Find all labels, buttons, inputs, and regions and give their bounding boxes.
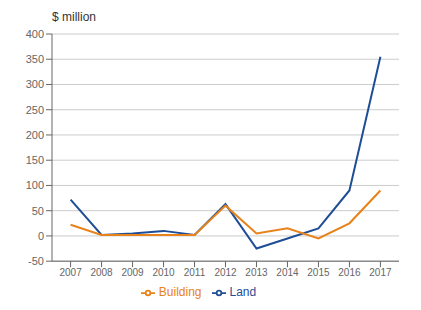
svg-text:2015: 2015 bbox=[307, 267, 330, 278]
html-text:Land: Land bbox=[229, 285, 257, 300]
svg-text:400: 400 bbox=[26, 28, 44, 40]
svg-text:300: 300 bbox=[26, 78, 44, 90]
svg-text:200: 200 bbox=[26, 129, 44, 141]
svg-text:50: 50 bbox=[32, 205, 44, 217]
svg-text:100: 100 bbox=[26, 179, 44, 191]
svg-text:-50: -50 bbox=[28, 255, 44, 267]
svg-text:2011: 2011 bbox=[184, 267, 206, 278]
svg-text:2017: 2017 bbox=[369, 267, 392, 278]
svg-text:2008: 2008 bbox=[90, 267, 113, 278]
svg-text:150: 150 bbox=[26, 154, 44, 166]
svg-text:350: 350 bbox=[26, 53, 44, 65]
html-text:$ million: $ million bbox=[52, 10, 96, 24]
svg-text:2009: 2009 bbox=[121, 267, 144, 278]
svg-text:250: 250 bbox=[26, 104, 44, 116]
svg-text:2013: 2013 bbox=[245, 267, 268, 278]
html-text:Building: Building bbox=[158, 285, 202, 300]
svg-text:2007: 2007 bbox=[59, 267, 82, 278]
svg-text:2010: 2010 bbox=[152, 267, 175, 278]
svg-text:0: 0 bbox=[38, 230, 44, 242]
svg-text:2012: 2012 bbox=[214, 267, 237, 278]
svg-text:2016: 2016 bbox=[338, 267, 361, 278]
svg-text:2014: 2014 bbox=[276, 267, 299, 278]
